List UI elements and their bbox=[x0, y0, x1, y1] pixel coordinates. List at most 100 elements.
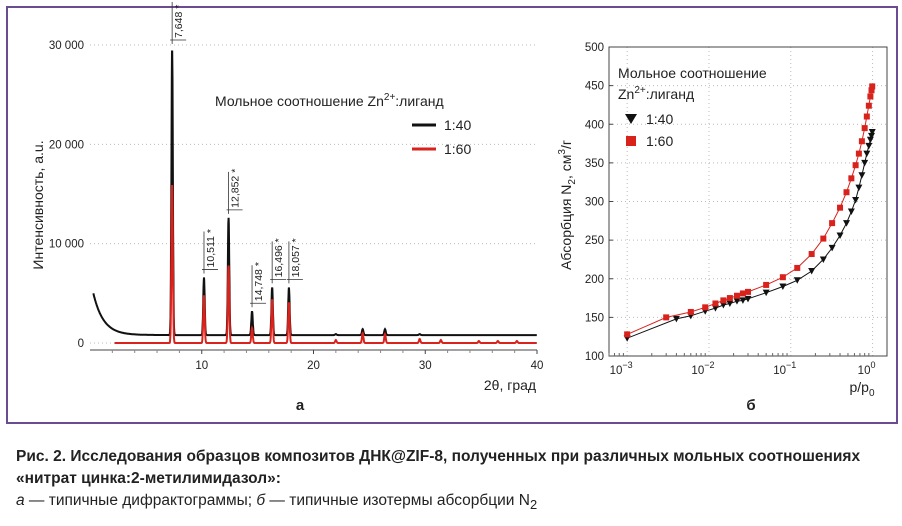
a-series-line-1-60 bbox=[114, 185, 537, 344]
b-point-triangle bbox=[865, 142, 873, 150]
a-annotation-label: 16,496 * bbox=[273, 238, 285, 277]
chart-isotherm: 100 150 200 250 300 350 400 450 500 10−3 10−2 10−1 1… bbox=[557, 42, 888, 414]
a-annotation-label: 12,852 * bbox=[230, 169, 242, 208]
b-point-triangle bbox=[847, 208, 855, 216]
b-point-triangle bbox=[672, 315, 680, 323]
b-point-triangle bbox=[744, 295, 752, 303]
b-point-square bbox=[848, 175, 855, 182]
b-series-1-40 bbox=[623, 128, 876, 342]
b-x-tick-label: 10−1 bbox=[773, 360, 796, 377]
b-point-triangle bbox=[868, 132, 876, 140]
a-legend-title: Мольное соотношение Zn2+:лиганд bbox=[215, 92, 444, 109]
b-point-square bbox=[726, 295, 733, 302]
caption-b-text: — типичные изотермы абсорбции N bbox=[265, 492, 530, 509]
a-y-tick-label: 0 bbox=[78, 338, 84, 350]
b-point-triangle bbox=[793, 277, 801, 284]
b-point-square bbox=[687, 308, 694, 315]
caption-b-sub: 2 bbox=[529, 497, 538, 513]
a-x-tick-label: 30 bbox=[419, 360, 432, 372]
b-point-square bbox=[820, 235, 827, 242]
a-peak-annotation: 16,496 * bbox=[270, 238, 287, 284]
a-peak-annotation: 14,748 * bbox=[250, 262, 267, 308]
b-point-triangle bbox=[733, 298, 741, 305]
b-point-triangle bbox=[808, 268, 816, 275]
b-point-triangle bbox=[855, 184, 863, 192]
b-point-square bbox=[843, 189, 850, 196]
b-legend-label: 1:40 bbox=[646, 111, 673, 127]
b-legend-label: 1:60 bbox=[646, 133, 673, 149]
b-series-line bbox=[627, 86, 873, 335]
a-x-axis-label: 2θ, град bbox=[484, 377, 536, 393]
b-point-square bbox=[779, 274, 786, 281]
b-point-square bbox=[861, 125, 868, 132]
b-point-triangle bbox=[861, 159, 869, 167]
b-point-square bbox=[858, 138, 865, 145]
b-point-square bbox=[733, 292, 740, 299]
b-point-square bbox=[624, 331, 631, 338]
a-annotation-label: 14,748 * bbox=[253, 262, 265, 301]
b-point-square bbox=[855, 150, 862, 157]
b-y-tick-label: 150 bbox=[585, 312, 604, 324]
b-point-triangle bbox=[866, 136, 874, 144]
a-peak-annotation: 7,648 * bbox=[170, 1, 187, 44]
b-point-square bbox=[720, 297, 727, 304]
b-point-square bbox=[867, 93, 874, 100]
b-point-square bbox=[863, 113, 870, 120]
b-point-triangle bbox=[726, 300, 734, 307]
b-point-square bbox=[794, 264, 801, 271]
a-x-tick-label: 20 bbox=[307, 360, 320, 372]
b-series-1-60 bbox=[624, 83, 876, 338]
a-annotation-label: 10,511 * bbox=[205, 229, 217, 267]
a-peak-annotation: 18,057 * bbox=[286, 238, 303, 284]
a-y-tick-label: 30 000 bbox=[49, 40, 84, 52]
b-point-square bbox=[865, 102, 872, 109]
a-y-tick-label: 20 000 bbox=[49, 139, 84, 151]
b-x-tick-label: 10−2 bbox=[691, 360, 714, 377]
b-x-tick-label: 10−3 bbox=[610, 360, 633, 377]
b-point-triangle bbox=[762, 289, 770, 297]
b-point-square bbox=[663, 314, 670, 321]
b-point-triangle bbox=[819, 256, 827, 263]
b-point-triangle bbox=[828, 244, 836, 252]
b-point-triangle bbox=[858, 172, 866, 179]
b-point-triangle bbox=[739, 297, 747, 304]
b-point-square bbox=[808, 251, 815, 258]
a-peak-annotation: 12,852 * bbox=[226, 169, 243, 214]
b-point-square bbox=[712, 300, 719, 307]
b-series-line bbox=[627, 131, 873, 339]
b-y-tick-label: 500 bbox=[585, 42, 604, 54]
b-y-tick-label: 200 bbox=[585, 274, 604, 286]
b-y-tick-label: 300 bbox=[585, 197, 604, 209]
b-legend-marker bbox=[626, 136, 636, 146]
b-point-square bbox=[868, 87, 875, 94]
a-legend-label: 1:40 bbox=[444, 117, 471, 133]
a-annotation-label: 7,648 * bbox=[173, 5, 185, 38]
b-point-square bbox=[869, 83, 876, 90]
caption-description: а — типичные дифрактограммы; б — типичны… bbox=[16, 490, 890, 516]
a-peak-annotation: 10,511 * bbox=[201, 229, 218, 274]
caption-title: Рис. 2. Исследования образцов композитов… bbox=[16, 448, 861, 487]
b-point-triangle bbox=[843, 220, 851, 227]
a-series-line-1-40 bbox=[92, 50, 537, 337]
b-y-tick-label: 100 bbox=[585, 351, 604, 363]
b-point-triangle bbox=[711, 305, 719, 312]
b-point-triangle bbox=[852, 196, 860, 204]
b-y-tick-label: 350 bbox=[585, 158, 604, 170]
a-y-axis-label: Интенсивность, а.u. bbox=[30, 140, 46, 269]
b-panel-label: б bbox=[746, 397, 755, 414]
caption-a-text: — типичные дифрактограммы; bbox=[24, 492, 257, 509]
caption-a-letter: а bbox=[16, 492, 25, 509]
b-point-triangle bbox=[719, 302, 727, 309]
figure-caption: Рис. 2. Исследования образцов композитов… bbox=[16, 446, 890, 516]
chart-diffractogram: 0 10 000 20 000 30 000 10 20 30 40 Интенсивность… bbox=[30, 1, 543, 414]
a-y-tick-label: 10 000 bbox=[49, 239, 84, 251]
b-point-square bbox=[763, 281, 770, 288]
b-point-triangle bbox=[863, 150, 871, 158]
b-point-triangle bbox=[868, 128, 876, 136]
b-y-tick-label: 450 bbox=[585, 81, 604, 93]
a-legend-label: 1:60 bbox=[444, 141, 471, 157]
b-point-triangle bbox=[779, 283, 787, 290]
b-legend-marker bbox=[625, 114, 637, 124]
figure-frame bbox=[6, 6, 898, 424]
b-point-triangle bbox=[836, 232, 844, 239]
